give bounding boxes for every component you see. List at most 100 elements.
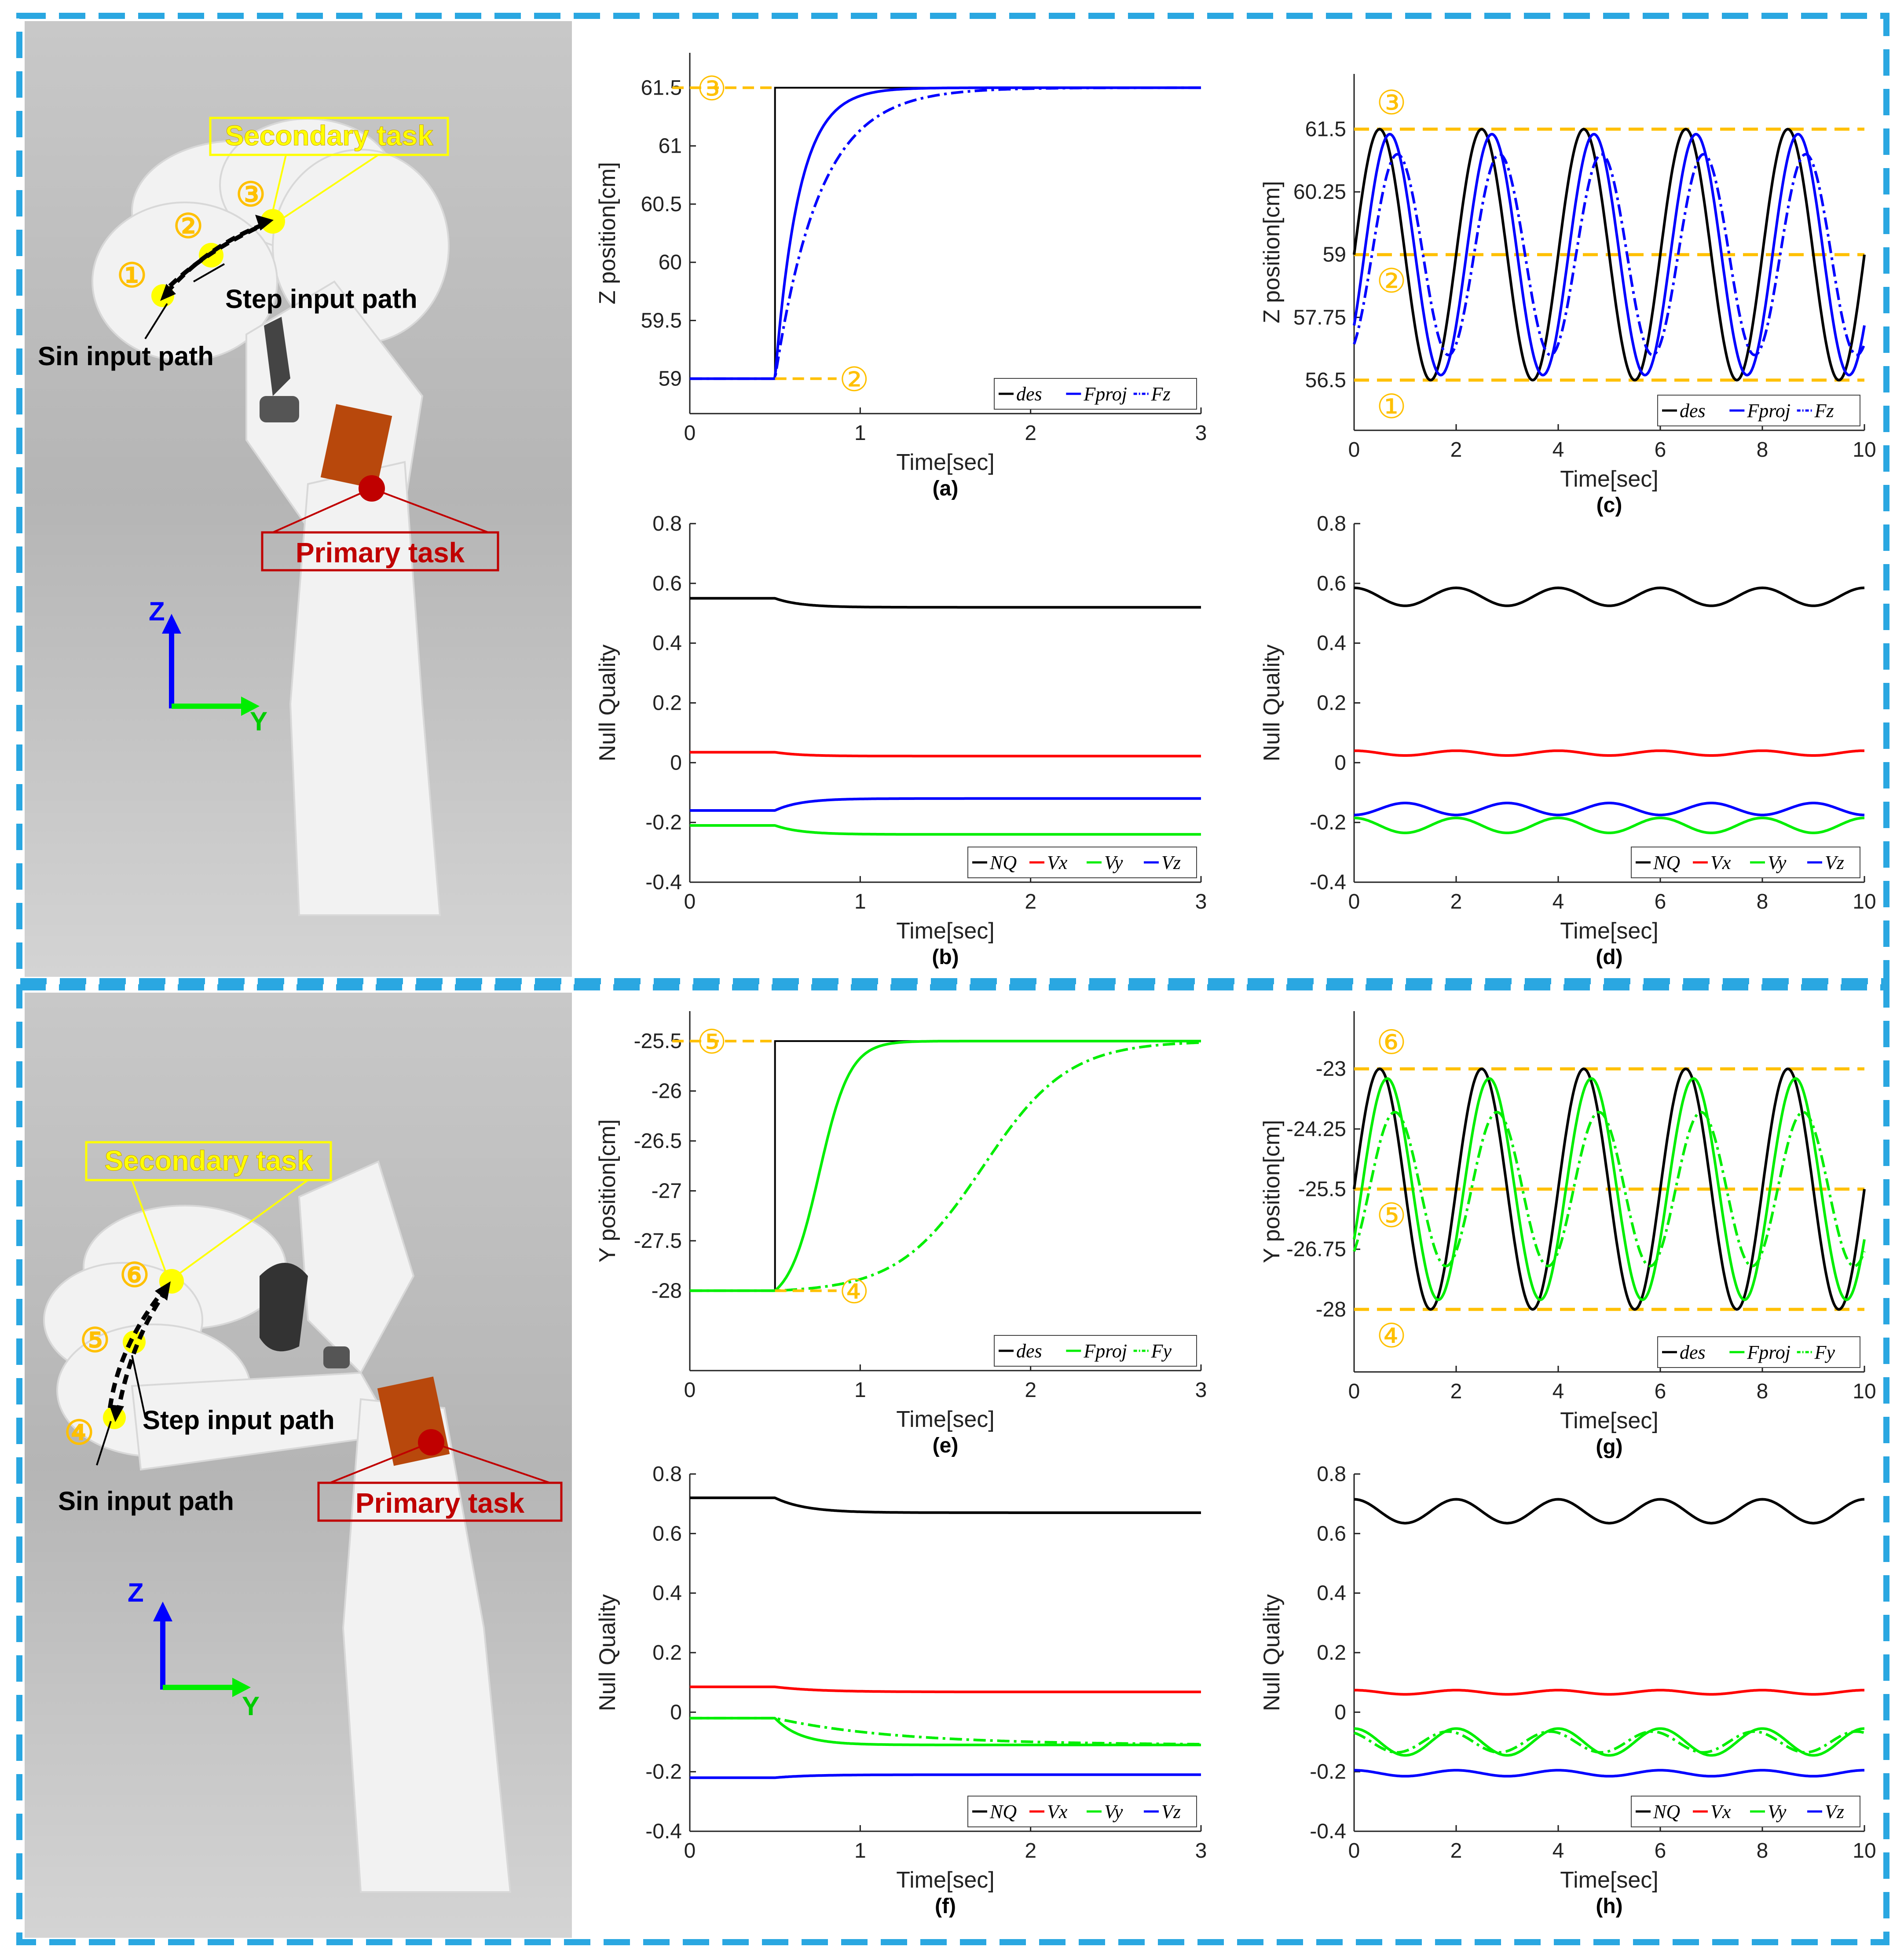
x-tick-label: 10 [1853, 438, 1876, 462]
legend-label: Fproj [1747, 400, 1790, 422]
x-tick-label: 1 [854, 1839, 866, 1863]
x-tick-label: 2 [1450, 438, 1462, 462]
series-v-y [1354, 1727, 1864, 1757]
legend-label: Vx [1710, 852, 1731, 873]
x-tick-label: 2 [1025, 890, 1036, 913]
x-tick-label: 6 [1655, 1380, 1666, 1403]
y-tick-label: 0.2 [652, 1641, 682, 1665]
y-tick-label: 56.5 [1305, 369, 1346, 392]
secondary-task-label: Secondary task [225, 120, 433, 151]
series-v-x [690, 751, 1201, 758]
x-tick-label: 0 [1348, 438, 1360, 462]
primary-task-label: Primary task [355, 1487, 525, 1519]
x-tick-label: 8 [1757, 1380, 1769, 1403]
series-nq [690, 597, 1201, 609]
chart-c: 0 2 4 6 8 10 56.5 57.75 59 60.25 61.5 ③ ② ① des Fproj Fz… [1259, 74, 1876, 517]
series-v-y-dashed- [1354, 1730, 1865, 1754]
y-tick-label: -26.5 [634, 1129, 682, 1153]
x-tick-label: 1 [854, 422, 866, 445]
x-axis-label: Time[sec] [1560, 1408, 1658, 1434]
series-des [690, 1040, 1201, 1292]
chart-caption: (g) [1596, 1435, 1622, 1459]
y-tick-label: -25.5 [1298, 1178, 1346, 1201]
series-f-proj [690, 86, 1201, 380]
y-tick-label: 0.8 [1317, 512, 1346, 535]
series-f-proj [1353, 132, 1866, 377]
x-tick-label: 4 [1552, 890, 1564, 913]
legend-label: Vy [1768, 1801, 1787, 1822]
frame-top [16, 13, 1889, 984]
chart-f: 0 1 2 3 -0.4 -0.2 0 0.2 0.4 0.6 0.8 NQ Vx Vy Vz Time[se… [595, 1463, 1207, 1918]
x-tick-label: 6 [1655, 890, 1666, 913]
y-tick-label: 59 [1323, 243, 1346, 267]
legend-label: NQ [1653, 852, 1680, 873]
series-nq [690, 1496, 1201, 1514]
legend-box [1657, 1336, 1860, 1368]
step-input-path-label: Step input path [225, 284, 417, 314]
y-tick-label: 0.2 [1317, 692, 1346, 715]
marker-label: ④ [839, 1273, 869, 1310]
x-tick-label: 10 [1853, 1839, 1876, 1863]
legend-label: Vy [1104, 1801, 1123, 1822]
y-axis-label: Null Quality [595, 645, 620, 762]
point-2-label: ② [173, 208, 203, 245]
robot-labels-bottom: Secondary task Primary task Step input p… [58, 1145, 525, 1721]
y-tick-label: -0.2 [645, 811, 682, 834]
x-axis-label: Time[sec] [1560, 918, 1658, 944]
chart-caption: (c) [1596, 494, 1622, 517]
sin-input-path-label: Sin input path [38, 341, 214, 371]
x-axis-label: Time[sec] [1560, 1867, 1658, 1893]
series-f-proj [1353, 1077, 1866, 1301]
series-des [1353, 1067, 1866, 1311]
sin-input-path-label: Sin input path [58, 1486, 234, 1516]
y-tick-label: 61.5 [1305, 117, 1346, 141]
point-3-label: ③ [236, 176, 266, 213]
series-nq [1354, 586, 1865, 607]
x-tick-label: 4 [1552, 1380, 1564, 1403]
series-v-x [1354, 749, 1864, 757]
legend-box [1657, 395, 1860, 426]
y-tick-label: 60.25 [1293, 180, 1346, 204]
y-axis-label: Null Quality [1259, 1594, 1285, 1711]
point-1-label: ① [117, 257, 147, 294]
legend-box [994, 378, 1197, 410]
legend-label: Vz [1161, 852, 1181, 873]
series-v-y [690, 1716, 1201, 1746]
y-tick-label: -24.25 [1286, 1118, 1346, 1141]
y-tick-label: -28 [1316, 1298, 1346, 1321]
y-tick-label: -0.2 [1310, 811, 1346, 834]
series-f-y [690, 1041, 1201, 1292]
legend-label: Fy [1814, 1342, 1835, 1363]
robot-image-top [25, 21, 572, 977]
legend-label: des [1680, 1342, 1706, 1363]
x-tick-label: 2 [1025, 422, 1036, 445]
legend-label: Vz [1825, 852, 1844, 873]
chart-caption: (b) [932, 946, 959, 969]
series-v-x [690, 1685, 1201, 1694]
chart-caption: (d) [1596, 946, 1622, 969]
y-tick-label: 0.8 [652, 512, 682, 535]
y-axis-label: Z position[cm] [595, 162, 620, 304]
series-v-z [690, 1773, 1201, 1779]
x-tick-label: 0 [1348, 1380, 1360, 1403]
y-tick-label: 0.2 [652, 692, 682, 715]
x-tick-label: 0 [684, 1839, 696, 1863]
axis-z-label: Z [149, 597, 165, 626]
y-tick-label: 0.8 [1317, 1463, 1346, 1486]
series-v-y [690, 824, 1201, 836]
legend-label: Vz [1161, 1801, 1181, 1822]
legend-label: NQ [989, 852, 1017, 873]
y-tick-label: 0.8 [652, 1463, 682, 1486]
x-tick-label: 10 [1853, 1380, 1876, 1403]
y-tick-label: -28 [652, 1279, 682, 1302]
chart-caption: (f) [935, 1895, 956, 1918]
chart-d: 0 2 4 6 8 10 -0.4 -0.2 0 0.2 0.4 0.6 0.8 NQ Vx Vy Vz Time… [1259, 512, 1876, 969]
y-tick-label: -27.5 [634, 1229, 682, 1253]
x-tick-label: 3 [1195, 1379, 1207, 1402]
y-tick-label: -23 [1316, 1057, 1346, 1081]
series-des [690, 87, 1201, 380]
legend-label: Vx [1047, 1801, 1068, 1822]
y-tick-label: -0.4 [1310, 871, 1346, 894]
y-tick-label: -27 [652, 1180, 682, 1203]
x-axis-label: Time[sec] [1560, 466, 1658, 492]
